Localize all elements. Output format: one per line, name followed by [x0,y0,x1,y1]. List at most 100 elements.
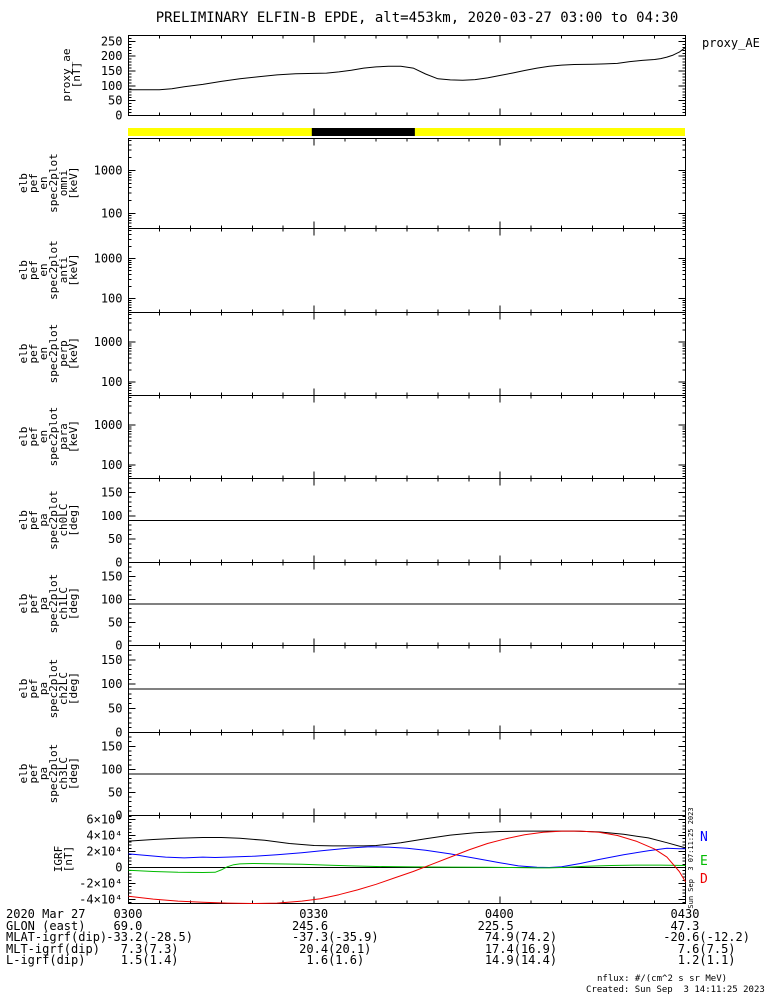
footer-cell-value-paren: (7.5) [699,941,736,956]
panel-perp-axis-label-line: en [37,347,50,360]
panel-perp-ytick-label: 100 [101,375,123,389]
panel-para-ticks [128,395,686,479]
footer-cell-value: -20.6 [663,930,700,945]
panel-ch0lc-ytick-label: 50 [108,532,122,546]
panel-ch1lc-axis-label-line: pef [27,594,40,614]
panel-para-axis-label-line: spec2plot [47,407,60,467]
panel-para: 100 1000 [94,395,686,479]
panel-proxy_ae-ytick-label: 50 [108,94,122,108]
panel-ch3lc-axis-label-line: pa [37,767,50,780]
footer-cell-value: 7.6 [677,941,700,956]
panel-omni-axis-label-line: en [37,176,50,189]
footer-cell-value-paren: (1.4) [142,953,179,968]
availability-bar [128,128,685,136]
panel-ch3lc-axis-label-line: ch3LC [57,757,70,790]
panel-proxy_ae-ytick-label: 250 [101,34,123,48]
footer-cell-value-paren: (1.1) [699,953,736,968]
footer-cell-value-paren: (74.2) [513,930,558,945]
xaxis-tick-label: 0430 [670,907,700,921]
panel-perp-axis-label-line: elb [17,344,30,364]
footer-cell-value: 1.2 [677,953,700,968]
panel-ch1lc-axis-label-line: elb [17,594,30,614]
legend-item-d: D [700,872,708,887]
footer-cell-value: -37.3 [291,930,329,945]
panel-omni-ytick-label: 100 [101,207,123,221]
xaxis-tick-label: 0400 [484,907,514,921]
panel-igrf-axis-label-line: [nT] [62,846,75,873]
panel-anti-ticks [128,228,686,313]
footer-cell-value: 1.6 [306,953,329,968]
series-igrf-E [128,863,686,873]
footer-cell-value-paren: (-12.2) [699,930,750,945]
xaxis-tick-label: 0300 [113,907,143,921]
panel-ch1lc-axis-label-line: [deg] [67,587,80,620]
footer-row-label: MLT-igrf(dip) [6,941,100,956]
series-igrf-D [128,830,686,904]
panel-ch2lc-ytick-label: 50 [108,701,122,715]
footer-cell-value: 245.6 [291,918,329,933]
footer-cell-value-paren: (-28.5) [142,930,193,945]
panel-perp: 100 1000 [94,312,686,396]
footer-cell-value-paren: (20.1) [328,941,372,956]
footer-cell-value-paren: (1.6) [328,953,365,968]
footer-cell-value: 7.3 [120,941,143,956]
footer-cell-value-paren: (-35.9) [328,930,379,945]
panel-para-axis-label-line: en [37,430,50,443]
panel-perp-axis-label-line: spec2plot [47,324,60,384]
panel-anti-ytick-label: 100 [101,292,123,306]
panel-igrf-frame [128,815,686,904]
panel-ch0lc-axis-label-line: spec2plot [47,490,60,550]
xaxis-tick-label: 0330 [299,907,329,921]
panel-ch0lc-axis-label-line: elb [17,510,30,530]
panel-para-axis-label-line: [keV] [67,420,80,453]
created-timestamp: Created: Sun Sep 3 14:11:25 2023 [586,985,765,995]
availability-bar-segment [311,128,415,136]
series-igrf-N [128,846,686,868]
footer-row-label: L-igrf(dip) [6,953,86,968]
panel-omni: 100 1000 [94,138,686,229]
panel-omni-axis-label-line: elb [17,173,30,193]
nflux-units-note: nflux: #/(cm^2 s sr MeV) [597,974,728,984]
footer-cell-value: 74.9 [484,930,514,945]
panel-proxy_ae-ytick-label: 100 [101,79,123,93]
panel-anti: 100 1000 [94,228,686,313]
panel-ch2lc-axis-label-line: ch2LC [57,672,70,705]
panel-ch2lc: 0 50 100 150 [101,645,686,740]
panel-ch2lc-axis-label-line: pa [37,682,50,695]
footer-cell-value: 47.3 [670,918,700,933]
panel-igrf-ytick-label: -4×10⁴ [79,893,122,907]
page-title: PRELIMINARY ELFIN-B EPDE, alt=453km, 202… [155,10,679,26]
panel-ch1lc-ytick-label: 150 [101,569,123,583]
panel-igrf-ytick-label: 2×10⁴ [86,845,122,859]
panel-ch2lc-ytick-label: 150 [101,653,123,667]
panel-ch0lc-axis-label-line: ch0LC [57,503,70,536]
panel-para-axis-label-line: pef [27,427,40,447]
panel-ch1lc-ytick-label: 0 [115,639,122,653]
panel-anti-frame [128,228,686,313]
panel-omni-frame [128,138,686,229]
panel-perp-axis-label-line: perp [57,340,70,367]
footer-row-label: GLON (east) [6,918,86,933]
panel-anti-ytick-label: 1000 [94,251,123,265]
panel-ch1lc-axis-label-line: spec2plot [47,574,60,634]
panel-proxy_ae-axis-label-line: [nT] [70,62,83,89]
series-proxy_ae-proxy_ae [128,47,686,91]
panel-perp-ytick-label: 1000 [94,335,123,349]
panel-proxy_ae-ytick-label: 0 [115,109,122,123]
panel-anti-axis-label-line: pef [27,260,40,280]
panel-ch2lc-axis-label-line: elb [17,679,30,699]
footer-cell-value: 1.5 [120,953,143,968]
panel-anti-axis-label-line: elb [17,260,30,280]
panel-proxy_ae-frame [128,35,686,116]
panel-ch2lc-axis-label-line: [deg] [67,672,80,705]
footer-cell-value-paren: (7.3) [142,941,179,956]
panel-ch0lc-ytick-label: 100 [101,509,123,523]
panel-igrf-ytick-label: 4×10⁴ [86,829,122,843]
panel-omni-axis-label-line: [keV] [67,166,80,199]
footer-cell-value: -33.2 [106,930,143,945]
panel-ch0lc-axis-label-line: pef [27,510,40,530]
footer-row-label: MLAT-igrf(dip) [6,930,108,945]
panel-omni-axis-label-line: spec2plot [47,153,60,213]
